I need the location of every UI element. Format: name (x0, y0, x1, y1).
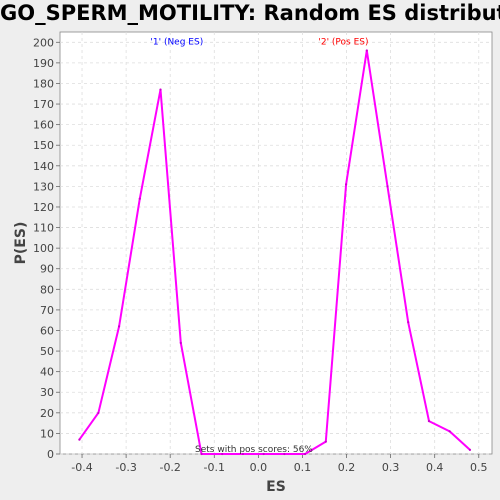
annotation-label: '2' (Pos ES) (318, 37, 368, 47)
y-tick-label: 40 (40, 366, 54, 379)
data-point (344, 183, 348, 186)
data-point (241, 452, 245, 456)
y-tick-label: 100 (33, 242, 54, 255)
series-line (78, 49, 471, 455)
y-tick-label: 70 (40, 304, 54, 317)
data-point (200, 452, 203, 456)
y-tick-label: 150 (33, 139, 54, 152)
y-tick-label: 30 (40, 386, 54, 399)
data-point (179, 341, 182, 344)
data-point (427, 419, 431, 423)
data-point (221, 452, 224, 456)
x-tick-label: 0.1 (294, 461, 312, 474)
y-tick-label: 20 (40, 407, 54, 420)
x-tick-label: 0.4 (426, 461, 444, 474)
y-tick-label: 50 (40, 345, 54, 358)
data-point (262, 452, 265, 456)
data-point (407, 321, 410, 324)
data-point (283, 452, 286, 456)
y-tick-label: 80 (40, 283, 54, 296)
y-tick-label: 190 (33, 57, 54, 70)
data-point (386, 185, 389, 188)
annotation-label: '1' (Neg ES) (150, 37, 203, 47)
series-layer (78, 49, 472, 456)
y-tick-label: 200 (33, 36, 54, 49)
y-tick-label: 110 (33, 222, 54, 235)
x-tick-label: -0.3 (115, 461, 136, 474)
x-axis-title: ES (266, 479, 286, 495)
data-point (138, 197, 141, 200)
data-point (365, 49, 368, 52)
y-tick-label: 60 (40, 324, 54, 337)
y-tick-label: 170 (33, 98, 54, 111)
data-point (117, 325, 121, 328)
x-tick-label: 0.0 (250, 461, 268, 474)
y-axis-title: P(ES) (13, 222, 29, 265)
data-point (303, 452, 307, 456)
y-tick-label: 10 (40, 427, 54, 440)
data-point (324, 440, 327, 443)
x-tick-label: 0.3 (382, 461, 400, 474)
x-tick-label: -0.4 (71, 461, 92, 474)
annotation-label: Sets with pos scores: 56% (195, 445, 313, 455)
data-point (159, 88, 162, 91)
x-tick-label: -0.2 (159, 461, 180, 474)
y-tick-label: 0 (47, 448, 54, 461)
x-tick-label: 0.5 (470, 461, 488, 474)
y-tick-label: 130 (33, 180, 54, 193)
x-tick-label: 0.2 (338, 461, 356, 474)
y-tick-label: 180 (33, 77, 54, 90)
y-tick-label: 140 (33, 160, 54, 173)
data-point (448, 430, 451, 433)
y-tick-label: 120 (33, 201, 54, 214)
grid (60, 32, 492, 455)
data-point (78, 438, 81, 441)
plot-area (59, 31, 493, 455)
axis-ticks: 0 10 20 30 40 50 60 70 80 90 100 110 120 130 140 150 160… (33, 36, 488, 474)
y-tick-label: 90 (40, 263, 54, 276)
chart-title: GO_SPERM_MOTILITY: Random ES distributio… (0, 1, 500, 25)
data-point (97, 411, 100, 414)
data-point (468, 448, 472, 451)
x-tick-label: -0.1 (204, 461, 225, 474)
annotations: '1' (Neg ES) '2' (Pos ES) Sets with pos sc… (150, 37, 368, 455)
y-tick-label: 160 (33, 119, 54, 132)
